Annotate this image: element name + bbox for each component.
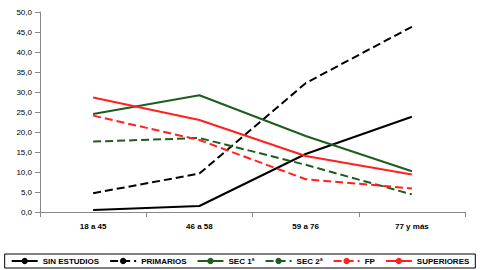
svg-text:FP: FP [365,257,376,266]
svg-text:10,0: 10,0 [16,168,32,177]
svg-text:SEC 2ª: SEC 2ª [297,257,323,266]
svg-text:50,0: 50,0 [16,8,32,17]
svg-text:30,0: 30,0 [16,88,32,97]
svg-text:20,0: 20,0 [16,128,32,137]
svg-text:46 a 58: 46 a 58 [186,222,213,231]
svg-text:SEC 1ª: SEC 1ª [228,257,254,266]
svg-text:0,0: 0,0 [21,208,33,217]
svg-text:PRIMARIOS: PRIMARIOS [141,257,187,266]
svg-text:40,0: 40,0 [16,48,32,57]
svg-text:25,0: 25,0 [16,108,32,117]
svg-text:15,0: 15,0 [16,148,32,157]
svg-text:77 y más: 77 y más [395,222,429,231]
svg-text:5,0: 5,0 [21,188,33,197]
svg-text:SIN ESTUDIOS: SIN ESTUDIOS [43,257,100,266]
svg-text:59 a 76: 59 a 76 [292,222,319,231]
svg-text:35,0: 35,0 [16,68,32,77]
svg-text:45,0: 45,0 [16,28,32,37]
svg-text:18 a 45: 18 a 45 [80,222,107,231]
svg-text:SUPERIORES: SUPERIORES [417,257,470,266]
